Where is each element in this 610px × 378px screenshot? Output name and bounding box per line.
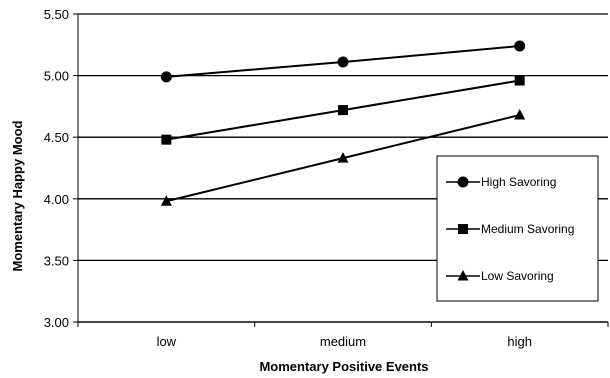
y-tick-label: 3.50 bbox=[44, 253, 69, 268]
axes bbox=[73, 13, 609, 327]
legend-item: High Savoring bbox=[446, 175, 556, 189]
series-circle bbox=[160, 40, 526, 83]
data-point bbox=[161, 134, 172, 145]
y-tick-label: 5.50 bbox=[44, 7, 69, 22]
data-point bbox=[337, 152, 349, 163]
series-square bbox=[161, 75, 525, 145]
data-point bbox=[160, 71, 172, 83]
legend-label: High Savoring bbox=[481, 175, 556, 189]
legend-item: Low Savoring bbox=[446, 269, 554, 283]
data-point bbox=[160, 195, 172, 206]
y-tick-label: 4.00 bbox=[44, 192, 69, 207]
data-point bbox=[514, 109, 526, 120]
legend-label: Low Savoring bbox=[481, 269, 554, 283]
y-tick-label: 5.00 bbox=[44, 69, 69, 84]
legend-marker bbox=[458, 224, 468, 234]
y-tick-label: 3.00 bbox=[44, 315, 69, 330]
legend: High Savoring Medium Savoring Low Savoring bbox=[436, 155, 599, 302]
y-axis-title: Momentary Happy Mood bbox=[10, 120, 25, 271]
data-point bbox=[514, 40, 526, 52]
x-tick-label: high bbox=[507, 334, 532, 349]
tick-labels: 3.00 3.50 4.00 4.50 5.00 5.50 low medium high bbox=[44, 7, 532, 349]
legend-label: Medium Savoring bbox=[481, 222, 574, 236]
x-tick-label: low bbox=[157, 334, 177, 349]
y-tick-label: 4.50 bbox=[44, 130, 69, 145]
series-triangle bbox=[160, 109, 526, 206]
legend-item: Medium Savoring bbox=[446, 222, 574, 236]
legend-marker bbox=[457, 270, 469, 281]
data-point bbox=[337, 56, 349, 68]
legend-marker bbox=[457, 176, 469, 188]
series-group bbox=[160, 40, 526, 206]
data-point bbox=[514, 75, 525, 86]
data-point bbox=[338, 105, 348, 116]
x-axis-title: Momentary Positive Events bbox=[259, 359, 428, 374]
x-tick-label: medium bbox=[320, 334, 366, 349]
